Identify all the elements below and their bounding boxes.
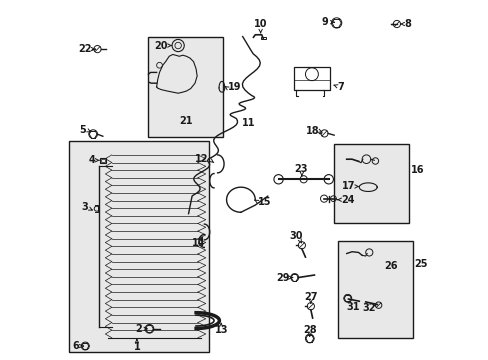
Bar: [337, 241, 412, 338]
Text: 1: 1: [133, 342, 140, 352]
Text: 23: 23: [294, 164, 307, 174]
Text: 20: 20: [154, 41, 168, 50]
Text: 29: 29: [276, 273, 289, 283]
Text: 24: 24: [341, 195, 354, 205]
Text: 30: 30: [289, 231, 303, 240]
Text: 13: 13: [214, 325, 227, 335]
Text: 28: 28: [303, 325, 316, 335]
Text: 27: 27: [304, 292, 317, 302]
Bar: [261, 37, 265, 40]
Text: 15: 15: [258, 197, 271, 207]
Text: 18: 18: [305, 126, 319, 135]
Text: 19: 19: [228, 82, 242, 93]
Text: 21: 21: [179, 116, 192, 126]
Bar: [100, 158, 106, 163]
Text: 4: 4: [89, 155, 96, 165]
Text: 3: 3: [81, 202, 88, 212]
Bar: [293, 67, 329, 90]
Text: 8: 8: [403, 19, 410, 29]
Text: 2: 2: [135, 324, 142, 334]
Text: 11: 11: [242, 118, 255, 128]
Bar: [69, 140, 208, 352]
Text: 5: 5: [80, 125, 86, 135]
Text: 14: 14: [191, 238, 205, 248]
Text: 25: 25: [413, 259, 427, 269]
Text: 26: 26: [383, 261, 397, 271]
Text: 32: 32: [362, 303, 375, 314]
Text: 6: 6: [72, 341, 79, 351]
Text: 7: 7: [336, 82, 343, 92]
Bar: [333, 144, 408, 223]
Text: 31: 31: [346, 302, 359, 312]
Text: 16: 16: [410, 165, 424, 175]
Text: 12: 12: [195, 154, 208, 164]
Text: 22: 22: [78, 44, 91, 54]
Bar: [101, 159, 105, 162]
Bar: [147, 37, 223, 137]
Text: 9: 9: [321, 17, 328, 27]
Text: 17: 17: [341, 181, 354, 192]
Text: 10: 10: [253, 19, 267, 29]
